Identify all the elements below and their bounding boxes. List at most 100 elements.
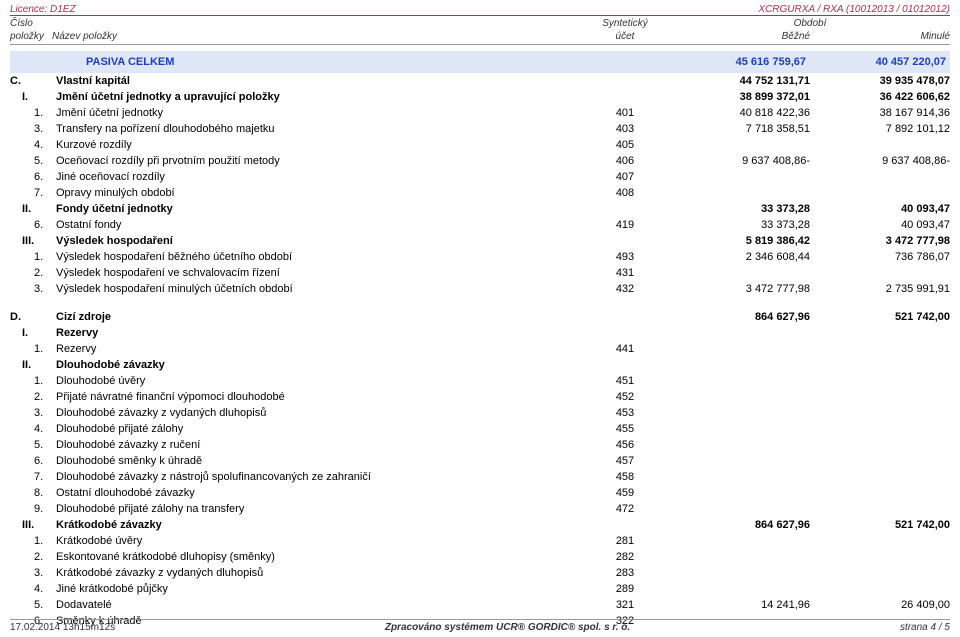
- hdr-cislo: Číslo: [10, 18, 52, 29]
- row-previous: 3 472 777,98: [810, 235, 950, 247]
- row-name: Dlouhodobé směnky k úhradě: [52, 455, 580, 467]
- row-number: 1.: [10, 107, 52, 119]
- row-account: 459: [580, 487, 670, 499]
- row-number: 7.: [10, 471, 52, 483]
- row-account: 456: [580, 439, 670, 451]
- row-account: 407: [580, 171, 670, 183]
- row-name: Fondy účetní jednotky: [52, 203, 580, 215]
- row-account: 452: [580, 391, 670, 403]
- row-previous: 736 786,07: [810, 251, 950, 263]
- row-previous: 40 093,47: [810, 219, 950, 231]
- row-account: 419: [580, 219, 670, 231]
- row-name: Přijaté návratné finanční výpomoci dlouh…: [52, 391, 580, 403]
- row-name: Dlouhodobé závazky z ručení: [52, 439, 580, 451]
- hdr-bezne: Běžné: [670, 31, 810, 42]
- row-name: Rezervy: [52, 327, 580, 339]
- row-previous: 7 892 101,12: [810, 123, 950, 135]
- row-account: 432: [580, 283, 670, 295]
- row-previous: 9 637 408,86-: [810, 155, 950, 167]
- row-number: 7.: [10, 187, 52, 199]
- row-account: 455: [580, 423, 670, 435]
- row-name: Eskontované krátkodobé dluhopisy (směnky…: [52, 551, 580, 563]
- table-row: 1.Rezervy441: [10, 341, 950, 357]
- table-row: 3.Dlouhodobé závazky z vydaných dluhopis…: [10, 405, 950, 421]
- table-row: 5.Dlouhodobé závazky z ručení456: [10, 437, 950, 453]
- row-account: 281: [580, 535, 670, 547]
- table-row: III.Krátkodobé závazky864 627,96521 742,…: [10, 517, 950, 533]
- row-previous: 36 422 606,62: [810, 91, 950, 103]
- page-footer: 17.02.2014 13h15m12s Zpracováno systémem…: [10, 619, 950, 633]
- row-name: Cizí zdroje: [52, 311, 580, 323]
- row-account: 441: [580, 343, 670, 355]
- table-row: 3.Krátkodobé závazky z vydaných dluhopis…: [10, 565, 950, 581]
- row-name: Dodavatelé: [52, 599, 580, 611]
- doc-code: XCRGURXA / RXA (10012013 / 01012012): [758, 4, 950, 15]
- row-number: 1.: [10, 535, 52, 547]
- table-row: 3.Transfery na pořízení dlouhodobého maj…: [10, 121, 950, 137]
- row-account: 458: [580, 471, 670, 483]
- table-row: 6.Ostatní fondy41933 373,2840 093,47: [10, 217, 950, 233]
- table-row: 9.Dlouhodobé přijaté zálohy na transfery…: [10, 501, 950, 517]
- row-name: Ostatní fondy: [52, 219, 580, 231]
- row-name: Výsledek hospodaření: [52, 235, 580, 247]
- row-number: 4.: [10, 139, 52, 151]
- row-number: 3.: [10, 407, 52, 419]
- column-header-row-2: položky Název položky účet Běžné Minulé: [10, 31, 950, 42]
- table-row: 5.Dodavatelé32114 241,9626 409,00: [10, 597, 950, 613]
- table-row: 4.Kurzové rozdíly405: [10, 137, 950, 153]
- row-number: 1.: [10, 375, 52, 387]
- row-name: Jiné krátkodobé půjčky: [52, 583, 580, 595]
- table-row: 7.Opravy minulých období408: [10, 185, 950, 201]
- table-row: III.Výsledek hospodaření5 819 386,423 47…: [10, 233, 950, 249]
- hdr-polozky: položky: [10, 31, 52, 42]
- row-number: II.: [10, 359, 52, 371]
- row-number: C.: [10, 75, 52, 87]
- row-account: 408: [580, 187, 670, 199]
- row-name: Oceňovací rozdíly při prvotním použití m…: [52, 155, 580, 167]
- row-name: Jiné oceňovací rozdíly: [52, 171, 580, 183]
- row-name: Dlouhodobé závazky z nástrojů spolufinan…: [52, 471, 580, 483]
- table-row: 5.Oceňovací rozdíly při prvotním použití…: [10, 153, 950, 169]
- hdr-nazev: Název položky: [52, 31, 580, 42]
- licence-label: Licence: D1EZ: [10, 4, 76, 15]
- row-current: 33 373,28: [670, 203, 810, 215]
- page-root: Licence: D1EZ XCRGURXA / RXA (10012013 /…: [0, 0, 960, 637]
- row-name: Výsledek hospodaření běžného účetního ob…: [52, 251, 580, 263]
- row-number: II.: [10, 203, 52, 215]
- table-row: II.Fondy účetní jednotky 33 373,2840 093,…: [10, 201, 950, 217]
- row-name: Dlouhodobé přijaté zálohy na transfery: [52, 503, 580, 515]
- row-number: 3.: [10, 283, 52, 295]
- row-name: Rezervy: [52, 343, 580, 355]
- row-number: 2.: [10, 391, 52, 403]
- table-row: 4.Dlouhodobé přijaté zálohy455: [10, 421, 950, 437]
- row-number: III.: [10, 519, 52, 531]
- row-current: 864 627,96: [670, 311, 810, 323]
- row-number: 8.: [10, 487, 52, 499]
- table-row: 6.Jiné oceňovací rozdíly407: [10, 169, 950, 185]
- table-row: 2.Přijaté návratné finanční výpomoci dlo…: [10, 389, 950, 405]
- row-account: 453: [580, 407, 670, 419]
- table-row: 8.Ostatní dlouhodobé závazky459: [10, 485, 950, 501]
- row-account: 406: [580, 155, 670, 167]
- row-number: 1.: [10, 251, 52, 263]
- row-name: Kurzové rozdíly: [52, 139, 580, 151]
- row-name: Transfery na pořízení dlouhodobého majet…: [52, 123, 580, 135]
- column-header-row-1: Číslo Syntetický Období: [10, 18, 950, 29]
- row-previous: 40 093,47: [810, 203, 950, 215]
- row-name: Jmění účetní jednotky a upravující polož…: [52, 91, 580, 103]
- hdr-minule: Minulé: [810, 31, 950, 42]
- row-account: 403: [580, 123, 670, 135]
- divider-red: [10, 15, 950, 16]
- row-account: 283: [580, 567, 670, 579]
- row-name: Vlastní kapitál: [52, 75, 580, 87]
- row-previous: 521 742,00: [810, 311, 950, 323]
- row-previous: 2 735 991,91: [810, 283, 950, 295]
- hdr-synt: Syntetický: [580, 18, 670, 29]
- row-name: Opravy minulých období: [52, 187, 580, 199]
- row-number: III.: [10, 235, 52, 247]
- row-previous: 39 935 478,07: [810, 75, 950, 87]
- row-current: 45 616 759,67: [666, 56, 806, 68]
- divider-grey-foot: [10, 619, 950, 620]
- row-current: 3 472 777,98: [670, 283, 810, 295]
- row-name: Krátkodobé závazky z vydaných dluhopisů: [52, 567, 580, 579]
